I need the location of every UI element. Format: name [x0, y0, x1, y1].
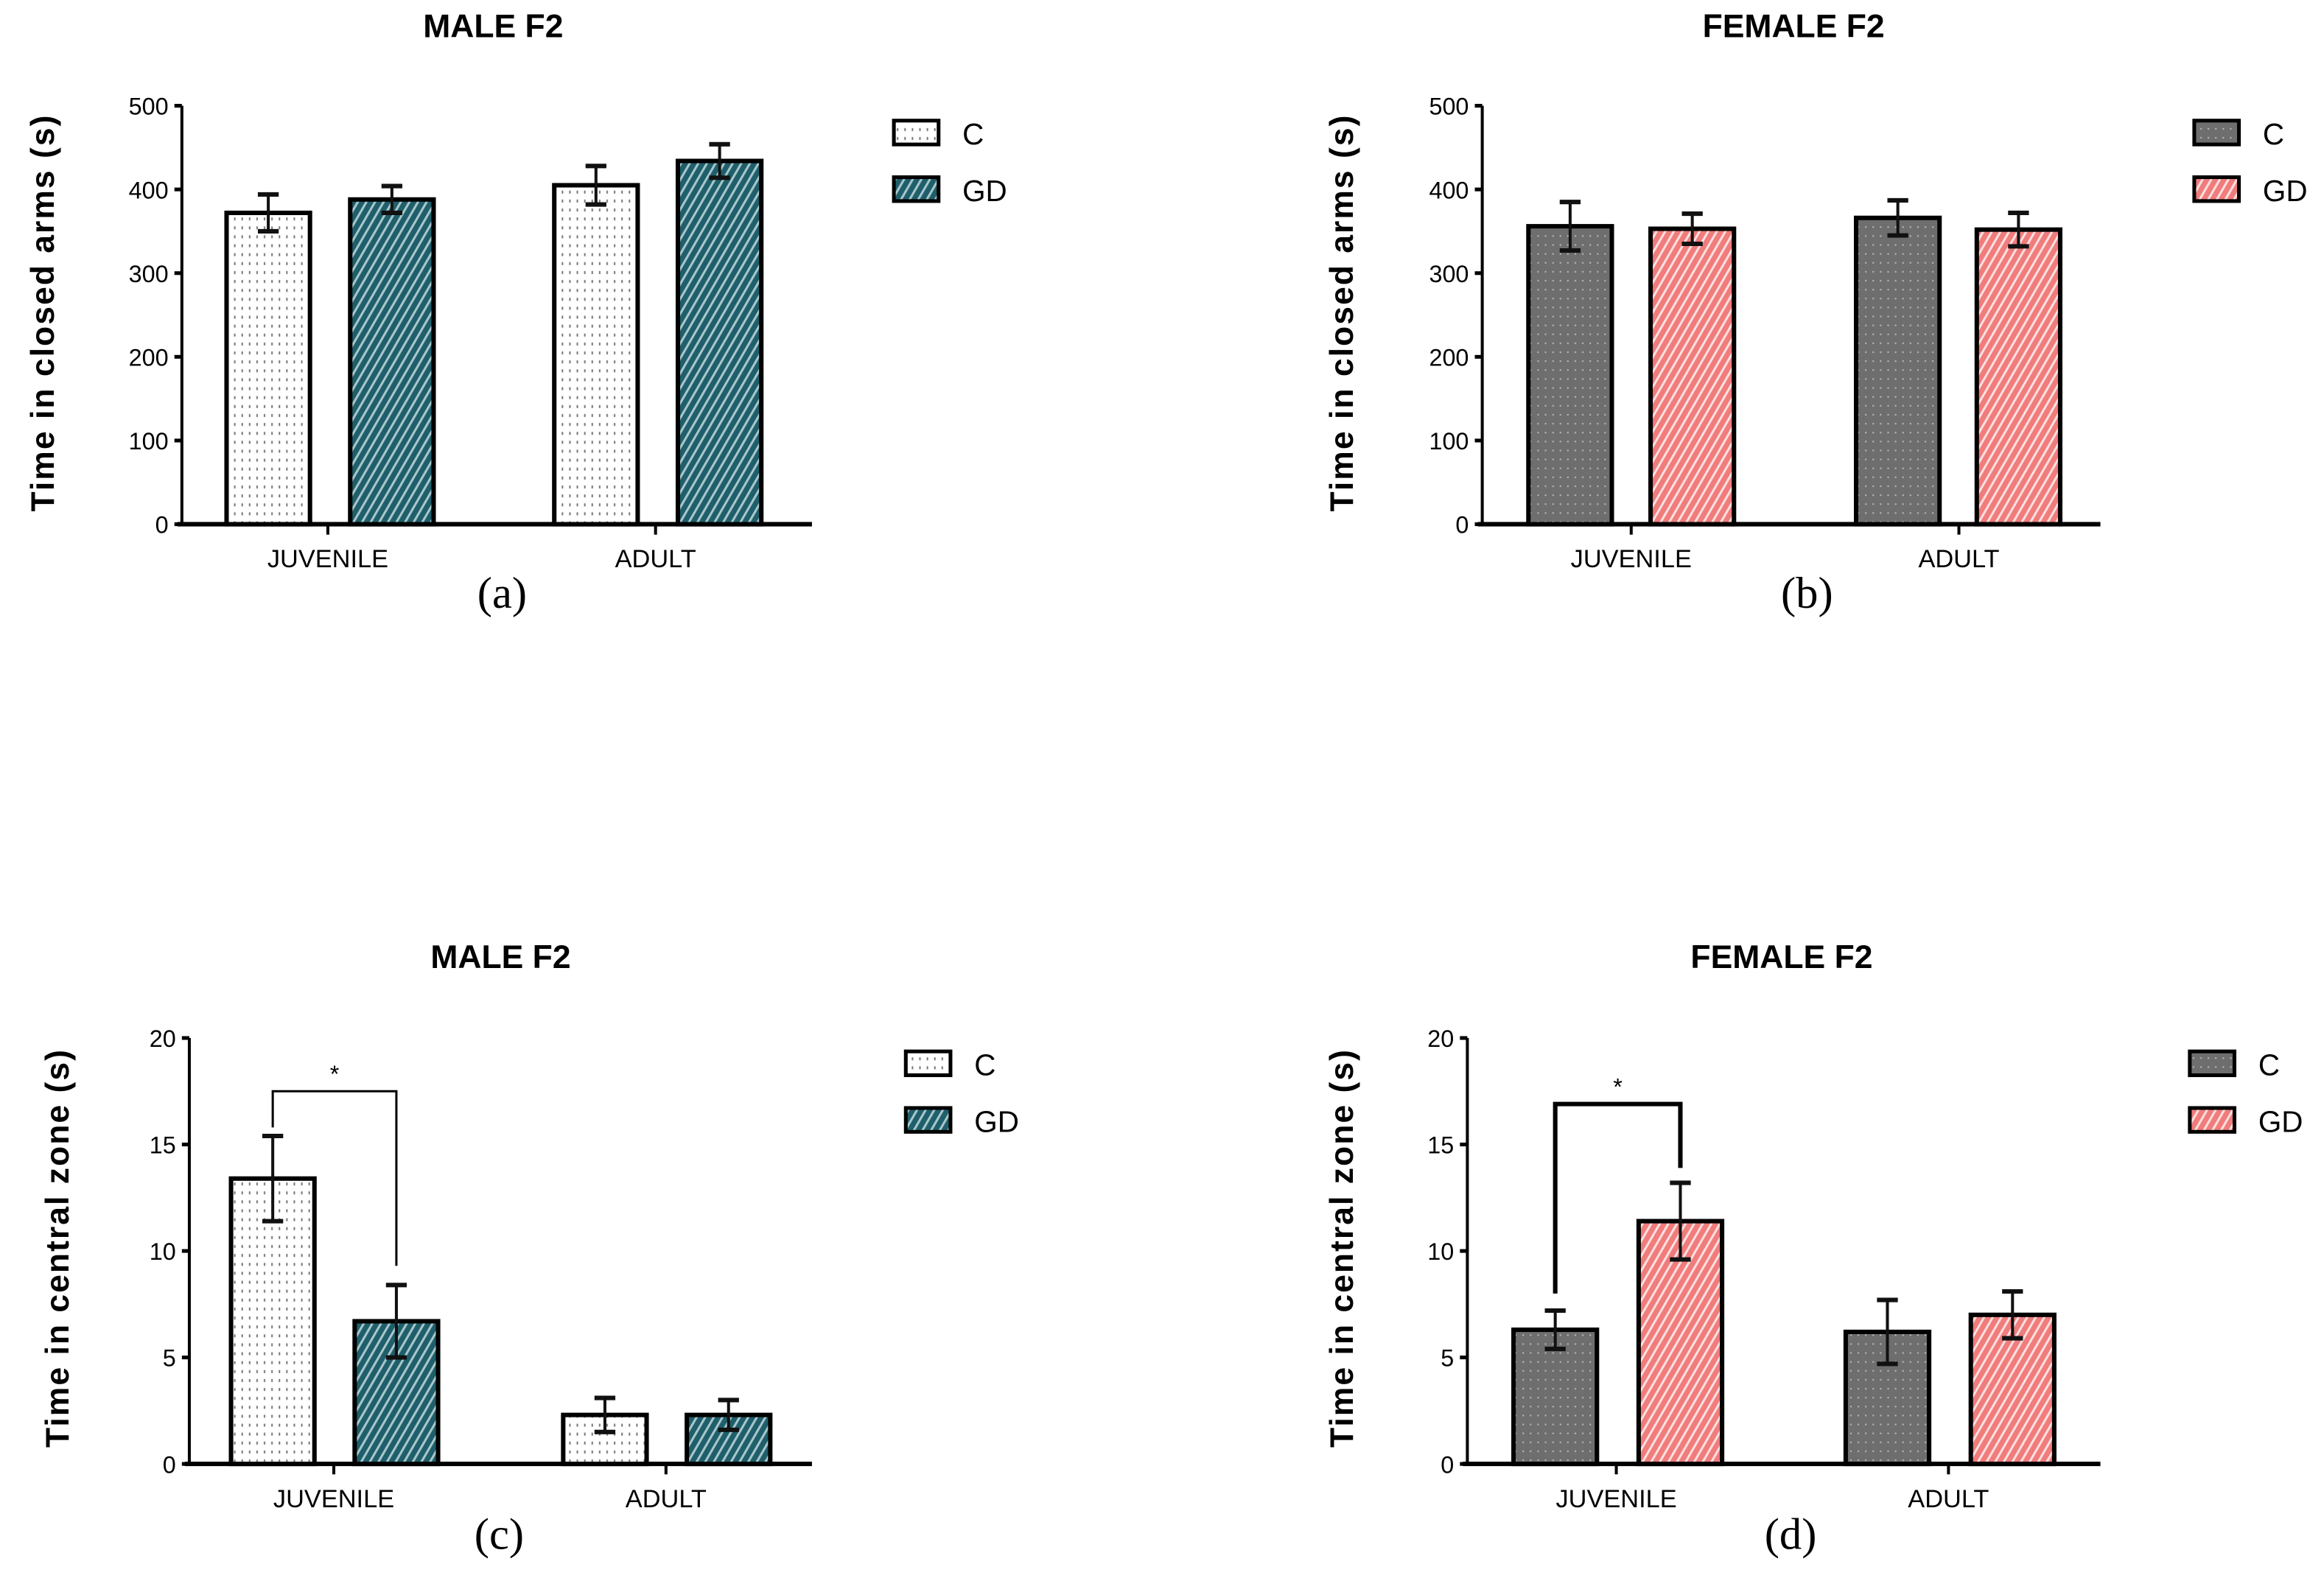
bar-c-juvenile [1526, 224, 1614, 527]
legend-swatch-c [892, 119, 941, 147]
bar-c-adult [552, 183, 640, 527]
chart-title: FEMALE F2 [1690, 939, 1872, 975]
x-tick-label: ADULT [615, 545, 696, 573]
legend-swatch-gd [892, 175, 941, 203]
legend-label: GD [962, 174, 1007, 208]
bar-c-adult [1853, 215, 1942, 527]
y-tick-label: 0 [1441, 1451, 1454, 1478]
x-tick-label: ADULT [1908, 1485, 1989, 1513]
panel-label: (b) [1781, 569, 1833, 618]
chart-panel-d: FEMALE F2 Time in central zone (s) (d) 0 5 10… [1324, 939, 2303, 1559]
legend-label: GD [2263, 174, 2308, 208]
y-tick-label: 15 [1427, 1132, 1454, 1159]
y-axis-label: Time in closed arms (s) [1324, 114, 1360, 512]
legend-swatch-gd [2188, 1106, 2237, 1134]
legend-swatch-gd [2192, 175, 2241, 203]
significance-bracket [271, 1090, 398, 1266]
panel-label: (c) [475, 1509, 524, 1559]
panel-label: (d) [1765, 1509, 1817, 1559]
bar-gd-juvenile [348, 197, 436, 527]
y-axis-label: Time in central zone (s) [40, 1048, 76, 1448]
y-tick-label: 100 [129, 428, 169, 455]
y-tick-label: 500 [1429, 94, 1469, 120]
chart-title: MALE F2 [423, 9, 563, 45]
chart-panel-c: MALE F2 Time in central zone (s) (c) 0 5 10 15… [40, 939, 1019, 1559]
bar-gd-juvenile [1648, 226, 1737, 527]
chart-title: FEMALE F2 [1703, 9, 1885, 45]
bar-c-juvenile [228, 1176, 317, 1467]
legend-label: C [2258, 1048, 2280, 1082]
y-tick-label: 20 [1427, 1025, 1454, 1052]
legend-swatch-c [2188, 1049, 2237, 1078]
y-tick-label: 300 [129, 261, 169, 287]
bar-gd-adult [675, 158, 764, 527]
x-tick-label: JUVENILE [267, 545, 388, 573]
legend-label: C [2263, 117, 2284, 151]
y-tick-label: 0 [163, 1451, 176, 1478]
y-tick-label: 200 [129, 344, 169, 371]
legend-label: GD [2258, 1104, 2303, 1138]
chart-title: MALE F2 [430, 939, 570, 975]
legend-swatch-c [2192, 119, 2241, 147]
y-tick-label: 5 [163, 1345, 176, 1372]
x-tick-label: JUVENILE [273, 1485, 394, 1513]
y-tick-label: 10 [1427, 1238, 1454, 1265]
y-axis-label: Time in central zone (s) [1324, 1048, 1360, 1448]
legend-swatch-c [903, 1049, 953, 1078]
x-tick-label: ADULT [626, 1485, 707, 1513]
y-tick-label: 400 [1429, 177, 1469, 203]
legend-label: C [974, 1048, 995, 1082]
y-tick-label: 5 [1441, 1345, 1454, 1372]
y-tick-label: 20 [150, 1025, 176, 1052]
y-tick-label: 0 [1455, 512, 1469, 539]
y-tick-label: 15 [150, 1132, 176, 1159]
y-tick-label: 200 [1429, 344, 1469, 371]
panel-label: (a) [477, 569, 527, 618]
significance-bracket [1553, 1101, 1683, 1294]
x-tick-label: ADULT [1918, 545, 1999, 573]
y-axis-label: Time in closed arms (s) [25, 114, 61, 512]
bar-c-juvenile [224, 210, 312, 527]
legend-label: GD [974, 1104, 1019, 1138]
legend-label: C [962, 117, 984, 151]
y-tick-label: 100 [1429, 428, 1469, 455]
x-tick-label: JUVENILE [1571, 545, 1692, 573]
x-tick-label: JUVENILE [1555, 1485, 1676, 1513]
chart-panel-a: MALE F2 Time in closed arms (s) (a) 0 100 200… [25, 9, 1007, 618]
y-tick-label: 0 [155, 512, 169, 539]
y-tick-label: 10 [150, 1238, 176, 1265]
y-tick-label: 300 [1429, 261, 1469, 287]
significance-star: * [1613, 1073, 1623, 1100]
y-tick-label: 500 [129, 94, 169, 120]
legend-swatch-gd [903, 1106, 953, 1134]
y-tick-label: 400 [129, 177, 169, 203]
chart-panel-b: FEMALE F2 Time in closed arms (s) (b) 0 100 2… [1324, 9, 2308, 618]
significance-star: * [330, 1061, 340, 1087]
bar-gd-adult [1974, 227, 2063, 527]
